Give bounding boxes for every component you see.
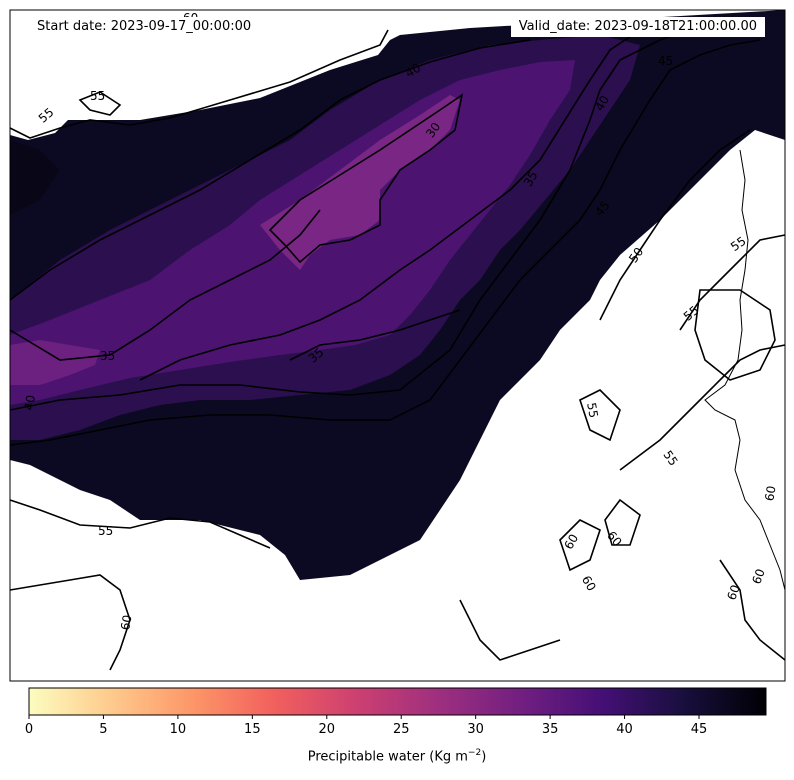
contour-label: 40	[22, 394, 38, 411]
contour-line-55-east-ring	[694, 289, 776, 381]
contour-line-40-south	[9, 24, 701, 411]
contour-line-55-south	[9, 499, 271, 549]
contour-label: 60	[749, 567, 767, 586]
contour-line-55-inland	[579, 389, 621, 442]
contour-line-55-southeast	[619, 344, 786, 471]
contour-line-40-west	[9, 39, 531, 301]
colorbar-tick-marks	[28, 715, 700, 719]
contour-label: 60	[561, 532, 581, 552]
contour-line-35-core	[139, 29, 641, 381]
colorbar-tick-label: 20	[318, 722, 336, 737]
contour-label: 60	[724, 583, 742, 602]
moisture-plume-west-core	[10, 340, 100, 385]
contour-label: 55	[98, 524, 113, 538]
colorbar-tick-label: 0	[24, 722, 34, 737]
contour-line-35-west	[9, 209, 321, 361]
moisture-plume-core	[260, 95, 460, 270]
contour-line-60-island-2	[604, 498, 641, 546]
colorbar-label: Precipitable water (Kg m−2)	[0, 748, 794, 764]
colorbar-gradient	[28, 687, 767, 716]
contour-line-60-southwest	[9, 574, 131, 671]
contour-label: 40	[403, 61, 423, 81]
colorbar-tick-label: 25	[392, 722, 410, 737]
valid-date-label: Valid_date: 2023-09-18T21:00:00.00	[510, 17, 765, 37]
colorbar-label-superscript: −2	[467, 748, 482, 758]
colorbar-tick-label: 40	[616, 722, 633, 737]
contour-label: 60	[579, 573, 599, 593]
colorbar-tick-label: 45	[690, 722, 708, 737]
coastline	[704, 149, 786, 591]
contour-label: 35	[521, 169, 541, 189]
contour-line-60-island	[559, 519, 601, 572]
contour-line-55-north-ring	[78, 91, 122, 116]
start-date-label: Start date: 2023-09-17_00:00:00	[29, 17, 260, 37]
contour-line-55-east	[679, 234, 786, 331]
contour-label: 40	[592, 93, 612, 113]
contour-label: 35	[100, 349, 115, 363]
contour-line-50	[599, 129, 751, 321]
contour-line-35-south	[289, 309, 461, 361]
contour-line-60-south	[459, 599, 561, 661]
colorbar-tick-label: 30	[467, 722, 484, 737]
contour-label: 55	[90, 89, 105, 103]
colorbar-label-end: )	[481, 749, 487, 765]
contour-label: 60	[118, 614, 134, 631]
contour-label: 45	[658, 54, 673, 68]
colorbar-tick-label: 5	[99, 722, 108, 737]
contour-labels: 30 35 35 35 40 40 40 45 45 50 55 55 55 5…	[22, 11, 779, 631]
contour-line-55-north	[9, 29, 389, 139]
contour-line-60-east	[719, 559, 786, 661]
map-frame	[9, 9, 786, 682]
contour-lines	[9, 24, 786, 671]
precipitable-water-map: 30 35 35 35 40 40 40 45 45 50 55 55 55 5…	[9, 9, 786, 682]
colorbar-tick-label: 35	[541, 722, 559, 737]
contour-line-45	[9, 39, 761, 446]
contour-label: 55	[584, 402, 600, 419]
contour-line-30-core	[268, 93, 464, 264]
colorbar-tick-label: 15	[244, 722, 261, 737]
contour-label: 60	[762, 485, 778, 502]
colorbar	[28, 687, 767, 719]
colorbar-tick-label: 10	[169, 722, 187, 737]
colorbar-label-text: Precipitable water (Kg m	[307, 749, 468, 765]
moisture-northwest-band	[10, 140, 60, 215]
